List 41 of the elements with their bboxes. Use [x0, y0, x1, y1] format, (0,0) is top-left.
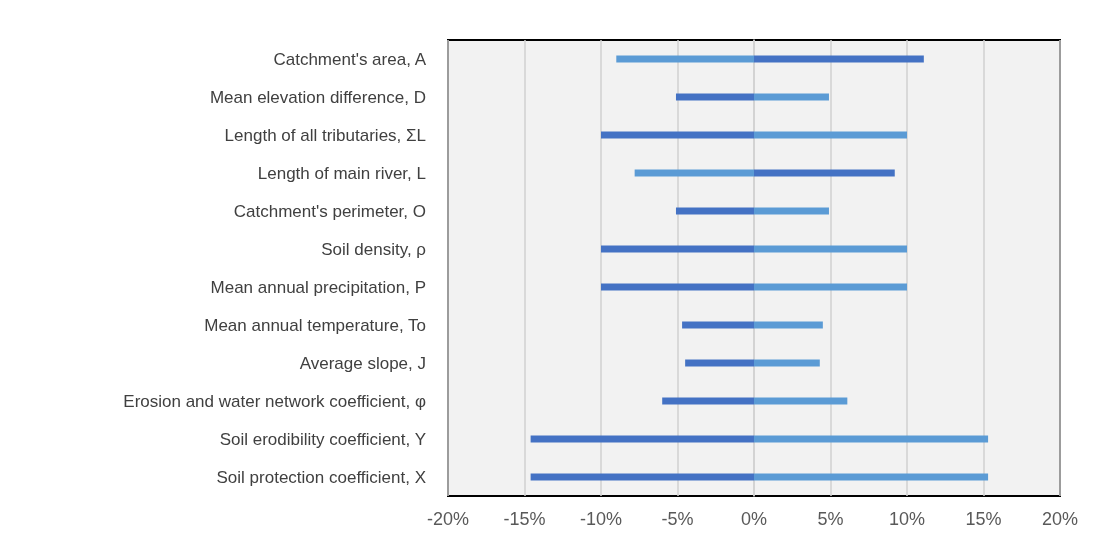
bar	[662, 397, 754, 405]
x-tick-label: 15%	[965, 509, 1002, 529]
x-tick-label: -10%	[579, 509, 623, 529]
x-tick-label: 0%	[740, 509, 768, 529]
y-tick-label: Length of main river, L	[257, 163, 426, 183]
bar	[685, 359, 754, 367]
bar	[754, 245, 907, 253]
bar	[754, 473, 989, 481]
bar	[754, 435, 989, 443]
bar	[675, 93, 754, 101]
y-tick-label: Average slope, J	[299, 353, 426, 373]
bar	[530, 473, 754, 481]
bar	[675, 207, 754, 215]
y-tick-label: Soil density, ρ	[321, 239, 426, 259]
y-tick-label: Mean elevation difference, D	[209, 87, 426, 107]
y-tick-label: Erosion and water network coefficient, φ	[123, 391, 426, 411]
y-tick-label: Catchment's area, A	[273, 49, 427, 69]
bar	[754, 207, 829, 215]
bar	[754, 359, 820, 367]
y-tick-label: Mean annual temperature, To	[204, 315, 426, 335]
bar	[682, 321, 754, 329]
x-tick-label: -5%	[661, 509, 694, 529]
y-tick-label: Mean annual precipitation, P	[210, 277, 426, 297]
y-tick-label: Catchment's perimeter, O	[233, 201, 426, 221]
bar	[754, 131, 907, 139]
x-tick-label: -20%	[426, 509, 470, 529]
x-tick-label: 10%	[888, 509, 926, 529]
bar	[754, 321, 823, 329]
bar	[601, 283, 754, 291]
x-tick-label: 20%	[1041, 509, 1079, 529]
x-tick-label: -15%	[503, 509, 546, 529]
bar	[530, 435, 754, 443]
bar	[754, 283, 907, 291]
x-tick-label: 5%	[817, 509, 844, 529]
bar	[754, 93, 829, 101]
bar	[601, 131, 754, 139]
bar	[601, 245, 754, 253]
y-tick-label: Soil erodibility coefficient, Y	[219, 429, 426, 449]
y-tick-label: Soil protection coefficient, X	[216, 467, 426, 487]
bar	[754, 397, 848, 405]
y-tick-label: Length of all tributaries, ΣL	[224, 125, 426, 145]
